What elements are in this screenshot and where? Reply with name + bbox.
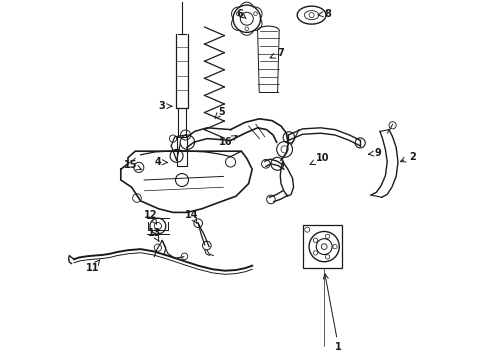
Text: 7: 7 [270,48,284,58]
Text: 6: 6 [237,9,246,19]
Text: 5: 5 [215,107,225,118]
Text: 4: 4 [154,157,168,167]
Text: 11: 11 [86,260,99,273]
Text: 13: 13 [147,228,161,241]
Text: 3: 3 [159,101,171,111]
Text: 15: 15 [124,160,142,170]
Text: 14: 14 [185,210,198,223]
Text: 10: 10 [310,153,329,165]
Text: 16: 16 [219,136,237,147]
Text: 9: 9 [368,148,381,158]
Text: 2: 2 [400,152,416,162]
Text: 12: 12 [144,210,157,224]
Bar [303,225,342,268]
Text: 8: 8 [318,9,331,19]
Text: 1: 1 [323,274,342,352]
